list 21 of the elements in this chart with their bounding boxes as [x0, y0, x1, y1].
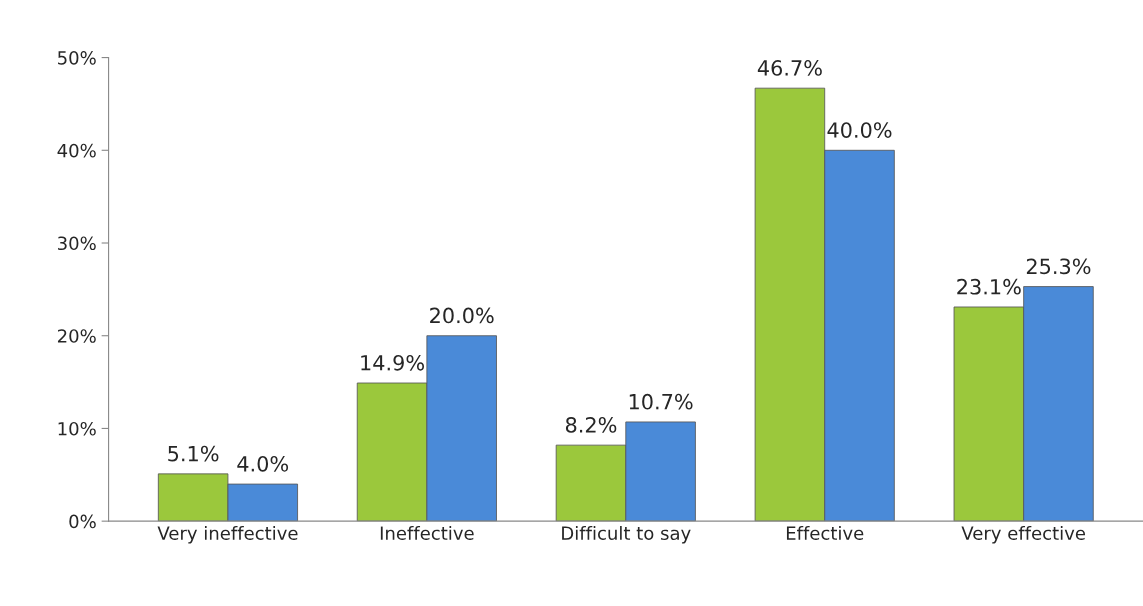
x-tick-label: Difficult to say — [562, 526, 691, 544]
y-tick-label: 50% — [58, 51, 96, 65]
x-tick-label: Very ineffective — [157, 526, 298, 544]
data-label: 25.3% — [1026, 258, 1091, 275]
y-tick-label: 10% — [58, 421, 96, 436]
x-tick-label: Very effective — [961, 526, 1086, 544]
x-tick-label: Ineffective — [380, 526, 474, 540]
y-tick-label: 30% — [58, 236, 96, 251]
x-tick-label: Effective — [786, 526, 864, 540]
data-label: 5.1% — [168, 445, 219, 462]
data-label: 20.0% — [430, 307, 494, 324]
y-tick-label: 20% — [57, 329, 96, 343]
data-label: 14.9% — [361, 354, 424, 371]
y-tick-label: 0% — [69, 514, 96, 529]
data-label: 23.1% — [957, 278, 1021, 295]
y-tick-label: 40% — [57, 143, 96, 158]
data-label: 4.0% — [237, 455, 289, 472]
data-label: 40.0% — [827, 122, 892, 138]
data-label: 8.2% — [565, 417, 617, 433]
data-label: 10.7% — [629, 393, 693, 410]
data-label: 46.7% — [757, 60, 822, 76]
